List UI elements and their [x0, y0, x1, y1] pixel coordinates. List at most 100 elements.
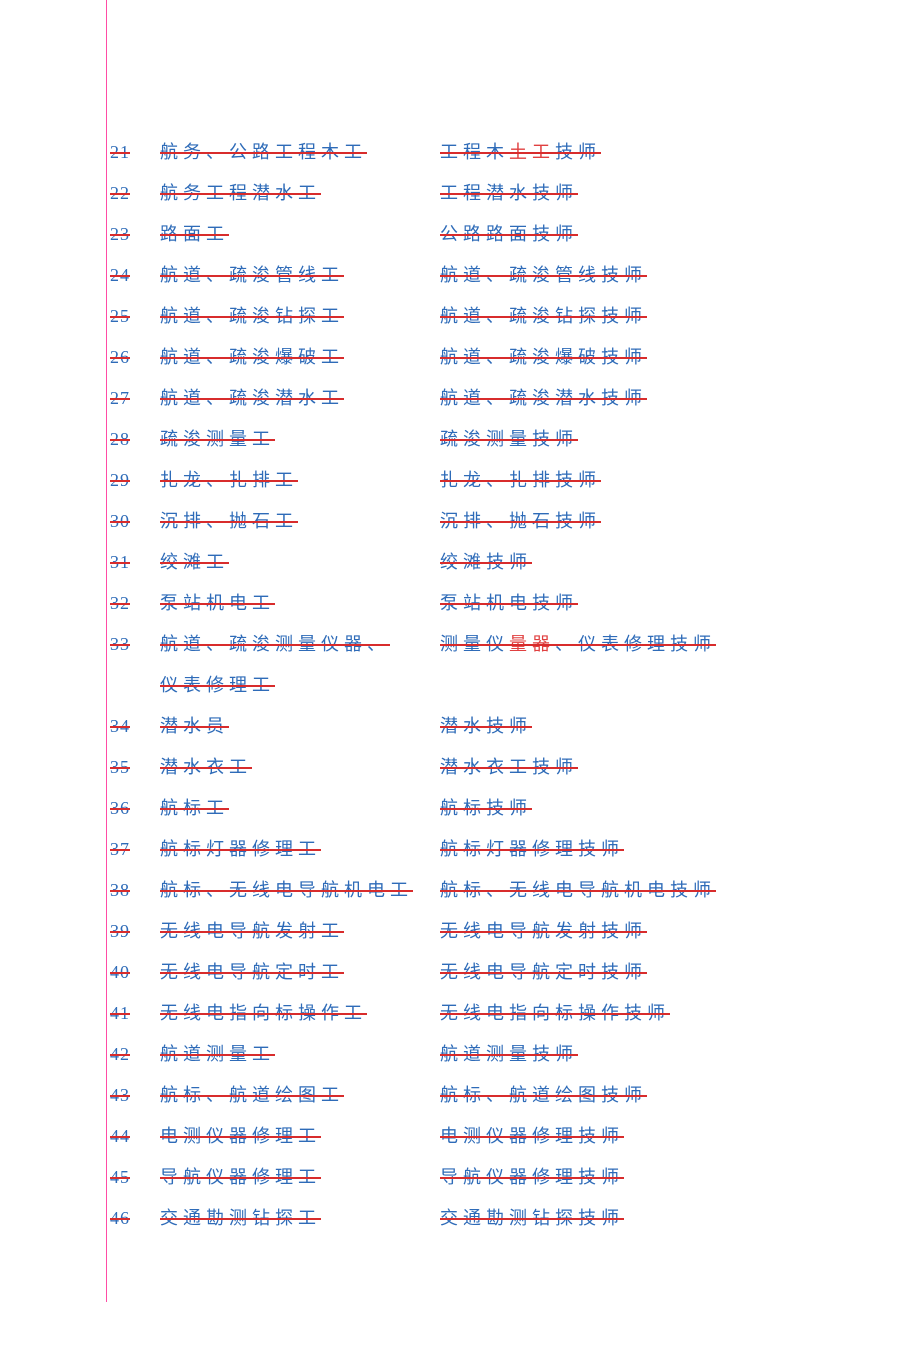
row-number: 30: [110, 511, 160, 532]
technician-name: 航道、疏浚爆破技师: [440, 343, 647, 369]
worker-name: 导航仪器修理工: [160, 1163, 440, 1189]
row-number: 39: [110, 921, 160, 942]
table-row: 23路面工公路路面技师: [110, 220, 820, 246]
worker-name: 泵站机电工: [160, 589, 440, 615]
technician-name: 潜水衣工技师: [440, 753, 578, 779]
table-row: 26航道、疏浚爆破工航道、疏浚爆破技师: [110, 343, 820, 369]
row-number: 44: [110, 1126, 160, 1147]
technician-name: 电测仪器修理技师: [440, 1122, 624, 1148]
table-row: 38航标、无线电导航机电工航标、无线电导航机电技师: [110, 876, 820, 902]
technician-name: 航道、疏浚潜水技师: [440, 384, 647, 410]
worker-name: 航道、疏浚测量仪器、: [160, 630, 440, 656]
table-row: 41无线电指向标操作工无线电指向标操作技师: [110, 999, 820, 1025]
text-segment: 、仪表修理技师: [555, 634, 716, 654]
row-number: 32: [110, 593, 160, 614]
worker-name: 航道、疏浚爆破工: [160, 343, 440, 369]
technician-name: 无线电指向标操作技师: [440, 999, 670, 1025]
row-number: 41: [110, 1003, 160, 1024]
technician-name: 泵站机电技师: [440, 589, 578, 615]
text-segment: 工程木: [440, 142, 509, 162]
worker-name: 航道、疏浚潜水工: [160, 384, 440, 410]
table-row: 46交通勘测钻探工交通勘测钻探技师: [110, 1204, 820, 1230]
technician-name: 公路路面技师: [440, 220, 578, 246]
row-number: 46: [110, 1208, 160, 1229]
worker-name: 无线电指向标操作工: [160, 999, 440, 1025]
table-row: 42航道测量工航道测量技师: [110, 1040, 820, 1066]
worker-name-continuation: 仪表修理工: [160, 671, 275, 697]
text-segment: 测量仪: [440, 634, 509, 654]
table-row: 21航务、公路工程木工工程木土工技师: [110, 138, 820, 164]
technician-name: 疏浚测量技师: [440, 425, 578, 451]
technician-name: 扎龙、扎排技师: [440, 466, 601, 492]
table-row: 40无线电导航定时工无线电导航定时技师: [110, 958, 820, 984]
table-row: 43航标、航道绘图工航标、航道绘图技师: [110, 1081, 820, 1107]
technician-name: 航标技师: [440, 794, 532, 820]
inserted-text: 量器: [509, 634, 555, 654]
row-number: 22: [110, 183, 160, 204]
row-number: 37: [110, 839, 160, 860]
worker-name: 航标灯器修理工: [160, 835, 440, 861]
table-row: 22航务工程潜水工工程潜水技师: [110, 179, 820, 205]
technician-name: 测量仪量器、仪表修理技师: [440, 630, 716, 656]
table-row: 29扎龙、扎排工扎龙、扎排技师: [110, 466, 820, 492]
table-row: 25航道、疏浚钻探工航道、疏浚钻探技师: [110, 302, 820, 328]
inserted-text: 土工: [509, 142, 555, 162]
worker-name: 疏浚测量工: [160, 425, 440, 451]
table-row: 31绞滩工绞滩技师: [110, 548, 820, 574]
worker-name: 绞滩工: [160, 548, 440, 574]
table-row: 44电测仪器修理工电测仪器修理技师: [110, 1122, 820, 1148]
technician-name: 航标、航道绘图技师: [440, 1081, 647, 1107]
table-row: 28疏浚测量工疏浚测量技师: [110, 425, 820, 451]
row-number: 38: [110, 880, 160, 901]
table-row: 36航标工航标技师: [110, 794, 820, 820]
row-number: 43: [110, 1085, 160, 1106]
table-row: 27航道、疏浚潜水工航道、疏浚潜水技师: [110, 384, 820, 410]
row-number: 24: [110, 265, 160, 286]
technician-name: 潜水技师: [440, 712, 532, 738]
worker-name: 航标、无线电导航机电工: [160, 876, 440, 902]
document-page: 21航务、公路工程木工工程木土工技师 22航务工程潜水工工程潜水技师 23路面工公路…: [0, 0, 920, 1345]
row-number: 45: [110, 1167, 160, 1188]
technician-name: 航标、无线电导航机电技师: [440, 876, 716, 902]
table-row: 37航标灯器修理工航标灯器修理技师: [110, 835, 820, 861]
technician-name: 导航仪器修理技师: [440, 1163, 624, 1189]
table-row: 45导航仪器修理工导航仪器修理技师: [110, 1163, 820, 1189]
worker-name: 航标、航道绘图工: [160, 1081, 440, 1107]
technician-name: 无线电导航发射技师: [440, 917, 647, 943]
technician-name: 交通勘测钻探技师: [440, 1204, 624, 1230]
text-segment: 技师: [555, 142, 601, 162]
row-number: 25: [110, 306, 160, 327]
table-row: 39无线电导航发射工无线电导航发射技师: [110, 917, 820, 943]
row-number: 29: [110, 470, 160, 491]
table-row: 33航道、疏浚测量仪器、测量仪量器、仪表修理技师: [110, 630, 820, 656]
technician-name: 工程潜水技师: [440, 179, 578, 205]
row-number: 40: [110, 962, 160, 983]
worker-name: 航务、公路工程木工: [160, 138, 440, 164]
table-row: 35潜水衣工潜水衣工技师: [110, 753, 820, 779]
row-number: 35: [110, 757, 160, 778]
worker-name: 航标工: [160, 794, 440, 820]
table-row-continuation: 仪表修理工: [110, 671, 820, 697]
worker-name: 潜水衣工: [160, 753, 440, 779]
row-number: 42: [110, 1044, 160, 1065]
worker-name: 航道、疏浚管线工: [160, 261, 440, 287]
row-number: 23: [110, 224, 160, 245]
row-number: 27: [110, 388, 160, 409]
table-row: 32泵站机电工泵站机电技师: [110, 589, 820, 615]
row-number: 28: [110, 429, 160, 450]
worker-name: 沉排、抛石工: [160, 507, 440, 533]
row-number: 34: [110, 716, 160, 737]
technician-name: 航标灯器修理技师: [440, 835, 624, 861]
worker-name: 路面工: [160, 220, 440, 246]
technician-name: 航道测量技师: [440, 1040, 578, 1066]
row-number: 31: [110, 552, 160, 573]
table-body: 21航务、公路工程木工工程木土工技师 22航务工程潜水工工程潜水技师 23路面工公路…: [110, 138, 820, 1230]
row-number: 36: [110, 798, 160, 819]
technician-name: 工程木土工技师: [440, 138, 601, 164]
row-number: 26: [110, 347, 160, 368]
technician-name: 沉排、抛石技师: [440, 507, 601, 533]
technician-name: 绞滩技师: [440, 548, 532, 574]
worker-name: 无线电导航定时工: [160, 958, 440, 984]
row-number: 21: [110, 142, 160, 163]
worker-name: 航道、疏浚钻探工: [160, 302, 440, 328]
